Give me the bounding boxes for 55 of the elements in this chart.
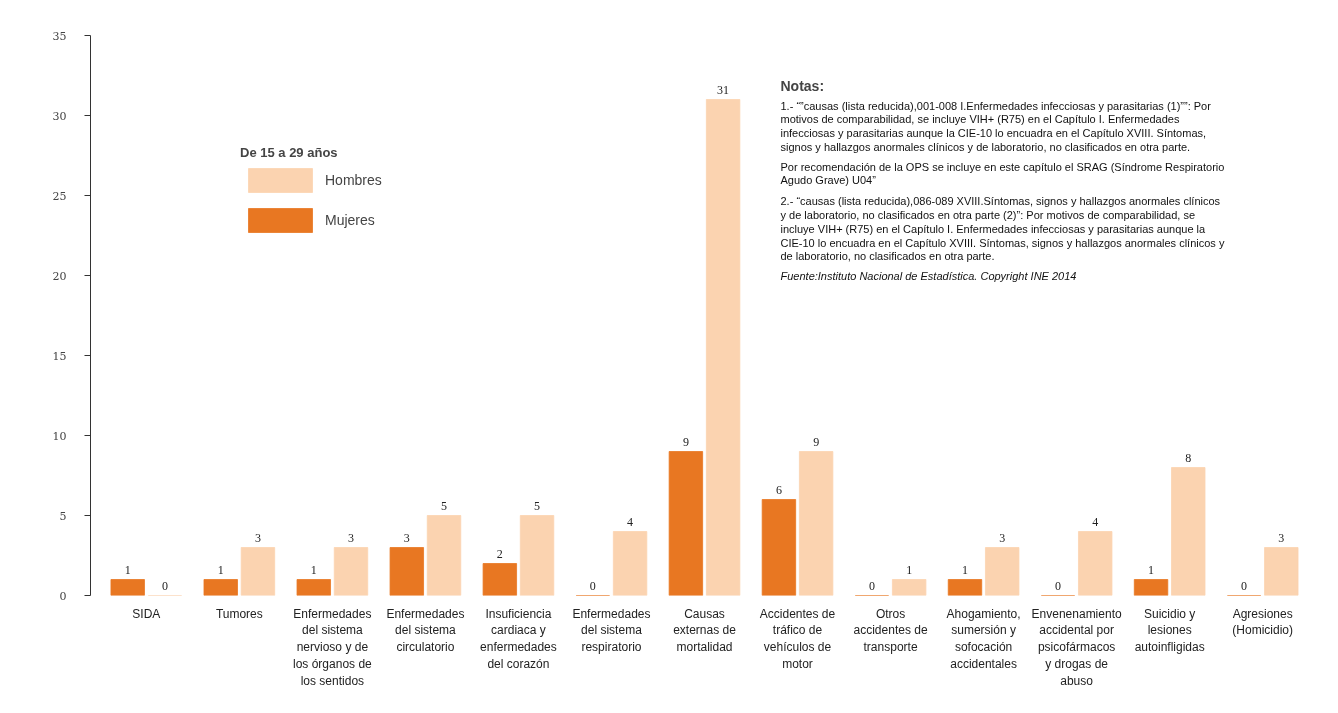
annotation: Fuente:Instituto Nacional de Estadística. Copyright INE 2014 [780,269,1077,282]
y-tick-label: 25 [52,189,67,203]
legend-label: Hombres [325,172,382,188]
data-label: 3 [254,530,261,545]
data-label: 0 [868,578,875,593]
x-tick-label: Enfermedades del sistema circulatorio [386,606,465,655]
data-label: 4 [627,514,634,529]
data-label: 5 [534,498,541,513]
data-label: 9 [682,434,689,449]
x-tick-label: Ahogamiento, sumersión y sofocación accidentales [946,606,1021,671]
annotation: Por recomendación de la OPS se incluye en este capítulo el SRAG (Síndrome Respiratorio Agudo Grave) U04” [780,160,1225,187]
data-label: 3 [1278,530,1285,545]
x-tick-label: Suicidio y lesiones autoinfligidas [1134,606,1205,655]
data-label: 6 [775,482,782,497]
y-tick-label: 5 [59,509,67,523]
data-label: 3 [403,530,410,545]
data-label: 1 [217,562,224,577]
annotation: 1.- “”causas (lista reducida),001-008 I.Enfermedades infecciosas y parasitarias (1)””: Por motivos de comparabilidad, se incluye VIH+ (R75) en el Capítulo I. Enfermedades infecciosas y parasitarias aunque la CIE-10 lo encuadra en el Capítulo XVIII. Síntomas, signos y hallazgos anormales clínicos y de laboratorio, no clasificados en otra parte. [780,99,1212,153]
data-label: 3 [999,530,1006,545]
x-tick-label: Agresiones (Homicidio) [1232,606,1294,638]
annotation: 2.- “causas (lista reducida),086-089 XVIII.Síntomas, signos y hallazgos anormales clínicos y de laboratorio, no clasificados en otra parte (2)”: Por motivos de comparabilidad, se incluye VIH+ (R75) en el Capítulo I. Enfermedades infecciosas y parasitarias aunque la CIE-10 lo encuadra en el Capítulo XVIII. Síntomas, signos y hallazgos anormales clínicos y de laboratorio, no clasificados en otra parte. [780,195,1225,263]
y-tick-label: 35 [52,29,67,43]
data-label: 1 [961,562,968,577]
data-label: 5 [441,498,448,513]
legend-label: Mujeres [325,212,375,228]
x-tick-label: Accidentes de tráfico de vehículos de motor [759,606,836,671]
y-tick-label: 15 [52,349,67,363]
data-label: 2 [496,546,503,561]
data-label: 0 [589,578,596,593]
data-label: 0 [1241,578,1248,593]
y-tick-label: 10 [52,429,67,443]
data-label: 4 [1092,514,1099,529]
x-tick-label: Insuficiencia cardiaca y enfermedades del corazón [480,606,557,671]
x-tick-label: Otros accidentes de transporte [853,606,928,655]
data-label: 1 [310,562,317,577]
x-tick-label: Enfermedades del sistema respiratorio [572,606,651,655]
data-label: 3 [347,530,354,545]
x-tick-label: Enfermedades del sistema nervioso y de los órganos de los sentidos [293,606,373,688]
x-tick-label: SIDA [132,606,161,621]
y-tick-label: 20 [52,269,67,283]
data-label: 9 [813,434,820,449]
legend-title: De 15 a 29 años [240,145,339,160]
x-tick-label: Envenenamiento accidental por psicofármacos y drogas de abuso [1031,606,1122,688]
data-label: 0 [1055,578,1062,593]
data-label: 8 [1185,450,1192,465]
data-label: 31 [717,82,730,97]
y-tick-label: 0 [59,589,67,603]
data-label: 1 [906,562,913,577]
y-tick-label: 30 [52,109,67,123]
annotation: Notas: [780,77,825,94]
data-label: 1 [124,562,131,577]
x-tick-label: Tumores [215,606,263,621]
x-tick-label: Causas externas de mortalidad [673,606,737,655]
data-label: 0 [161,578,168,593]
data-label: 1 [1148,562,1155,577]
